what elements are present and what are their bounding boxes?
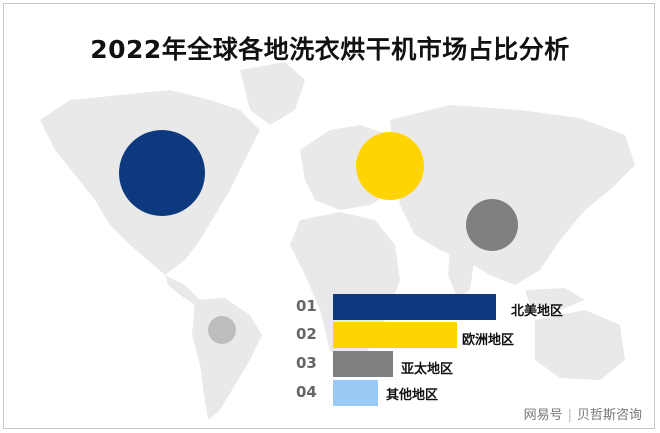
label-asia-pacific: 亚太地区	[401, 362, 454, 377]
rank-02: 02	[296, 325, 317, 343]
bar-north-america	[333, 294, 496, 320]
watermark-source: 网易号	[523, 408, 563, 423]
bar-asia-pacific	[333, 351, 393, 377]
bar-other	[333, 380, 378, 406]
bubble-europe	[356, 132, 424, 200]
rank-04: 04	[296, 383, 317, 401]
bubble-other	[208, 316, 236, 344]
label-other: 其他地区	[386, 388, 439, 403]
rank-03: 03	[296, 354, 317, 372]
bubble-north-america	[119, 130, 205, 216]
chart-title: 2022年全球各地洗衣烘干机市场占比分析	[90, 35, 570, 64]
watermark-separator: |	[567, 408, 572, 423]
rank-01: 01	[296, 297, 317, 315]
bar-europe	[333, 322, 457, 348]
watermark-author: 贝哲斯咨询	[576, 408, 642, 423]
label-north-america: 北美地区	[511, 304, 564, 319]
label-europe: 欧洲地区	[462, 333, 515, 348]
bubble-asia-pacific	[466, 199, 518, 251]
watermark: 网易号 | 贝哲斯咨询	[524, 404, 642, 423]
